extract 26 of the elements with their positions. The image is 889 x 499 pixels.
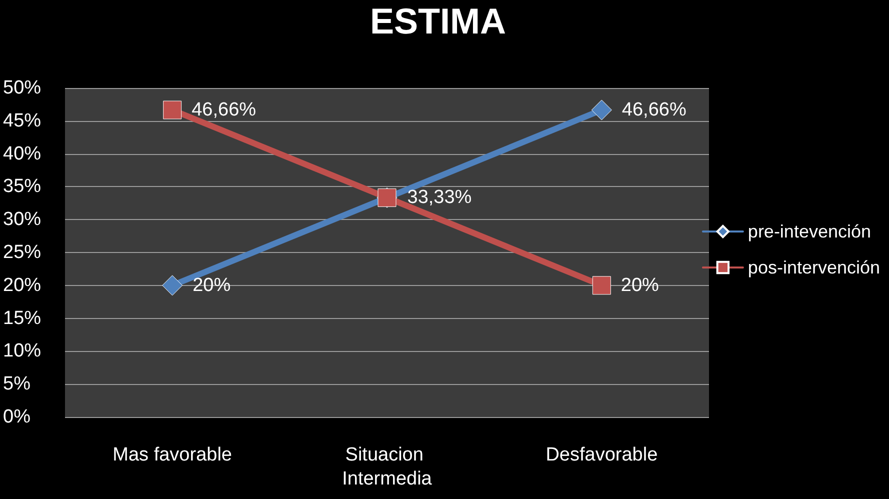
data-label: 20% — [620, 274, 660, 296]
point — [163, 100, 182, 120]
y-tick-label: 25% — [3, 242, 42, 263]
y-tick-label: 20% — [3, 274, 42, 296]
y-tick-label: 50% — [3, 78, 42, 98]
legend-label: pos-intervención — [748, 258, 880, 278]
point — [591, 100, 612, 120]
x-tick-label: Desfavorable — [546, 444, 658, 466]
chart-title: ESTIMA — [370, 0, 506, 42]
y-tick-label: 0% — [3, 406, 31, 428]
y-tick-label: 15% — [3, 308, 42, 329]
point — [162, 275, 183, 296]
data-label: 20% — [192, 274, 231, 296]
legend-label: pre-intevención — [748, 222, 872, 242]
y-tick-label: 10% — [3, 340, 42, 362]
x-tick-label: Situacion Intermedia — [342, 444, 432, 490]
y-tick-label: 5% — [3, 374, 31, 395]
y-tick-label: 40% — [3, 143, 42, 164]
y-tick-label: 45% — [3, 110, 42, 132]
data-label: 46,66% — [622, 99, 686, 120]
point — [592, 276, 611, 295]
data-label: 33,33% — [407, 187, 472, 208]
y-tick-label: 30% — [3, 209, 42, 230]
y-tick-label: 35% — [3, 176, 42, 198]
x-tick-label: Mas favorable — [112, 444, 232, 466]
data-label: 46,66% — [192, 99, 256, 120]
